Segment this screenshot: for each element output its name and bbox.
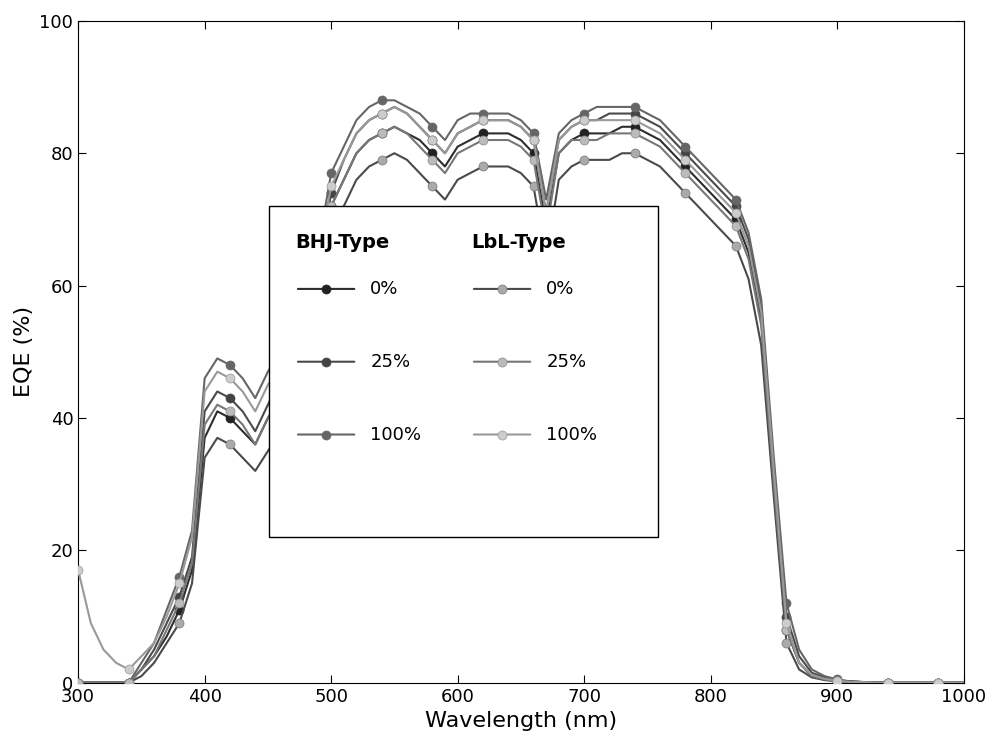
Text: BHJ-Type: BHJ-Type <box>295 232 389 252</box>
Y-axis label: EQE (%): EQE (%) <box>14 306 34 397</box>
FancyBboxPatch shape <box>269 206 658 537</box>
Text: 25%: 25% <box>546 352 586 371</box>
Text: 100%: 100% <box>546 425 597 443</box>
Text: 100%: 100% <box>370 425 421 443</box>
Text: 25%: 25% <box>370 352 410 371</box>
Text: LbL-Type: LbL-Type <box>471 232 566 252</box>
X-axis label: Wavelength (nm): Wavelength (nm) <box>425 711 617 731</box>
Text: 0%: 0% <box>546 280 575 298</box>
Text: 0%: 0% <box>370 280 399 298</box>
